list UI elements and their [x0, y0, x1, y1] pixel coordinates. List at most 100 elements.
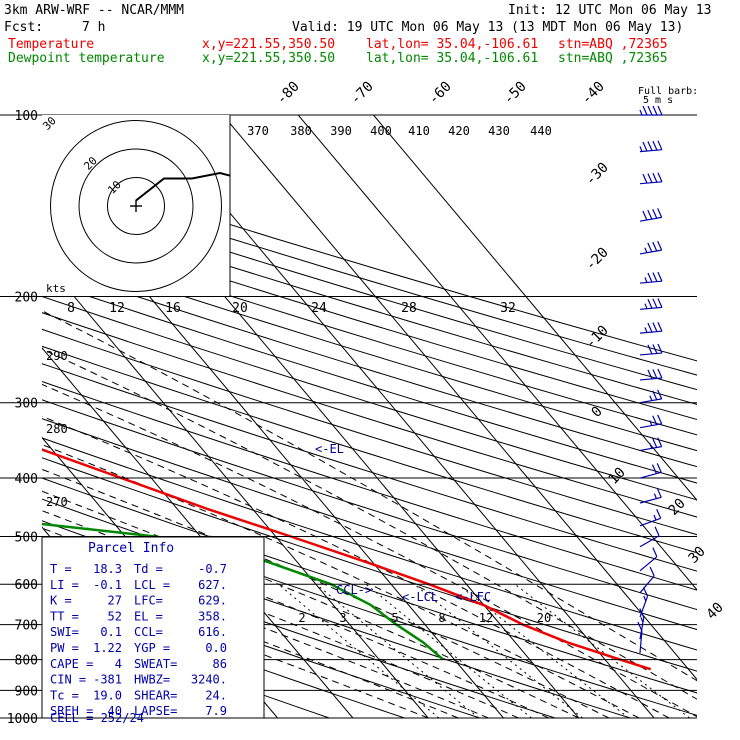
wind-barb-half [640, 617, 644, 623]
parcel-label: TT = [50, 609, 79, 623]
isotherm-line [222, 115, 697, 681]
wind-barb-flag [647, 344, 653, 355]
wind-barb-flag [642, 173, 648, 184]
pressure-tick-label: 900 [15, 684, 38, 699]
isotherm-line [147, 115, 655, 718]
dry-adiabat [42, 177, 697, 376]
wind-barb [639, 240, 663, 255]
isotherm-label: -20 [583, 245, 612, 274]
parcel-value: 24. [205, 688, 227, 702]
wind-barb-flag [652, 140, 658, 151]
dry-adiabat [42, 380, 697, 591]
wind-barb-flag [652, 547, 658, 557]
parcel-label: LI = [50, 578, 79, 592]
pressure-tick-label: 100 [15, 109, 38, 124]
isotherm-line [297, 115, 697, 591]
dry-adiabat [42, 280, 697, 484]
isotherm-label: -70 [348, 79, 377, 108]
parcel-value: 0.0 [205, 641, 227, 655]
wind-barb [639, 298, 663, 310]
dewpoint-latlon: lat,lon= 35.04,-106.61 [366, 51, 539, 66]
dry-adiabat [42, 363, 697, 572]
wind-barb-flag [657, 368, 663, 379]
wind-barb-staff [639, 575, 655, 594]
wind-barb-flag [657, 271, 663, 282]
parcel-info-background [41, 536, 265, 719]
wind-barb-flag [652, 390, 658, 400]
isotherm-label: 40 [704, 600, 727, 623]
parcel-label: LCL = [134, 578, 170, 592]
theta-label: 420 [448, 124, 470, 138]
isotherm-line [42, 347, 354, 718]
moist-adiabat [42, 310, 697, 682]
isotherm-line [42, 257, 429, 718]
parcel-value: 1.22 [93, 641, 122, 655]
theta-label: 410 [408, 124, 430, 138]
mixing-ratio-label: 20 [537, 611, 551, 625]
hodograph-x-tick: 8 [67, 301, 75, 316]
lcl-annotation: <-LCL [402, 590, 438, 604]
parcel-info-title: Parcel Info [88, 541, 174, 556]
mixing-ratio-label: 12 [479, 611, 493, 625]
dry-adiabat [42, 477, 697, 694]
wind-barb [639, 587, 649, 618]
parcel-value: 616. [198, 625, 227, 639]
wind-barb-flag [652, 208, 658, 219]
theta-label: 390 [330, 124, 352, 138]
mixing-ratio-label: 3 [339, 611, 346, 625]
hodograph-ring [50, 120, 222, 292]
wind-barb [639, 547, 658, 572]
parcel-value: 629. [198, 594, 227, 608]
pressure-tick-label: 200 [15, 291, 38, 306]
wind-barb-flag [649, 566, 655, 577]
pressure-tick-label: 800 [15, 654, 38, 669]
wind-barb-header: Full barb: [638, 86, 698, 97]
wind-barb-flag [656, 488, 662, 498]
parcel-value: 3240. [191, 673, 227, 687]
mixing-ratio-label: 2 [298, 611, 305, 625]
theta-e-label: 280 [46, 422, 68, 436]
mixing-ratio-label: 8 [438, 611, 445, 625]
wind-barb [639, 271, 663, 284]
wind-barb-flag [657, 389, 663, 400]
wind-barb-half [644, 303, 648, 309]
wind-barb-flag [654, 526, 660, 536]
isotherm-line [373, 115, 697, 501]
parcel-value: -381 [93, 673, 122, 687]
parcel-value: 627. [198, 578, 227, 592]
wind-barb-half [649, 395, 653, 401]
isotherm-label: 20 [666, 496, 689, 519]
wind-barb-half [653, 514, 657, 521]
wind-barb [639, 208, 663, 222]
theta-label: 430 [488, 124, 510, 138]
wind-barb-half [639, 109, 643, 116]
hodograph-x-tick: 28 [401, 301, 417, 316]
wind-barb-flag [652, 241, 658, 252]
wind-barb-flag [657, 343, 663, 354]
wind-barb-flag [647, 209, 653, 220]
parcel-value: 19.0 [93, 688, 122, 702]
wind-barb-flag [651, 464, 657, 474]
wind-barb [639, 389, 663, 404]
wind-barb-flag [652, 322, 658, 332]
isotherm-label: 30 [686, 544, 709, 567]
pressure-tick-label: 300 [15, 397, 38, 412]
parcel-value: 52 [108, 609, 122, 623]
dry-adiabat [42, 234, 697, 436]
wind-barb-flag [639, 608, 645, 618]
dry-adiabat [42, 418, 697, 631]
temperature-legend: Temperature [8, 37, 95, 52]
hodograph-x-tick: 32 [500, 301, 516, 316]
wind-barb-flag [657, 321, 663, 332]
wind-barb [639, 509, 662, 527]
hodograph-ring [78, 148, 194, 264]
wind-barb [639, 437, 663, 452]
wind-barb-flag [647, 242, 653, 253]
wind-barb-flag [652, 369, 658, 379]
theta-label: 370 [247, 124, 269, 138]
wind-barb-half [649, 443, 653, 449]
wind-barb-flag [647, 105, 653, 116]
temperature-line [42, 448, 652, 671]
wind-barb-half [644, 277, 648, 283]
